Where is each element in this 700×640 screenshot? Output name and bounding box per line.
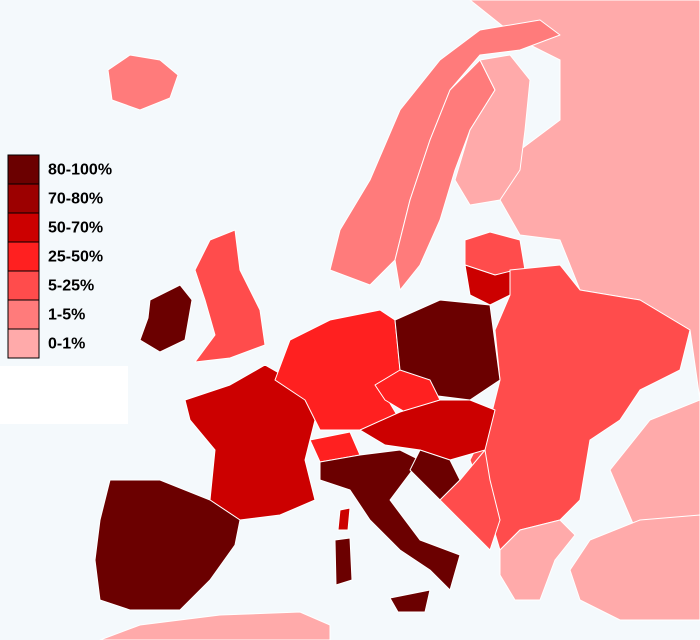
legend-swatch <box>7 241 40 272</box>
legend-swatch <box>7 299 40 330</box>
region <box>439 449 501 551</box>
region <box>94 479 241 611</box>
region <box>389 589 431 613</box>
legend-label: 25-50% <box>48 249 103 266</box>
region <box>107 54 179 111</box>
legend-label: 0-1% <box>48 336 85 353</box>
legend-swatch <box>7 328 40 359</box>
region <box>319 449 461 591</box>
region <box>499 519 576 601</box>
legend: 80-100% 70-80% 50-70% 25-50% 5-25% 1-5% 0-1% <box>7 154 112 359</box>
legend-swatch <box>7 270 40 301</box>
legend-swatch <box>7 154 40 185</box>
region <box>184 364 316 521</box>
region <box>337 507 351 531</box>
legend-swatch <box>7 183 40 214</box>
region <box>194 229 266 363</box>
region <box>359 399 496 461</box>
region <box>139 284 193 353</box>
region <box>454 54 531 206</box>
legend-label: 5-25% <box>48 278 94 295</box>
blank-panel <box>0 366 128 424</box>
legend-label: 50-70% <box>48 220 103 237</box>
legend-label: 80-100% <box>48 162 112 179</box>
region <box>569 514 700 621</box>
region <box>274 309 401 431</box>
legend-label: 70-80% <box>48 191 103 208</box>
region <box>334 537 353 586</box>
region <box>469 264 691 551</box>
legend-swatch <box>7 212 40 243</box>
legend-label: 1-5% <box>48 307 85 324</box>
region <box>99 611 331 640</box>
